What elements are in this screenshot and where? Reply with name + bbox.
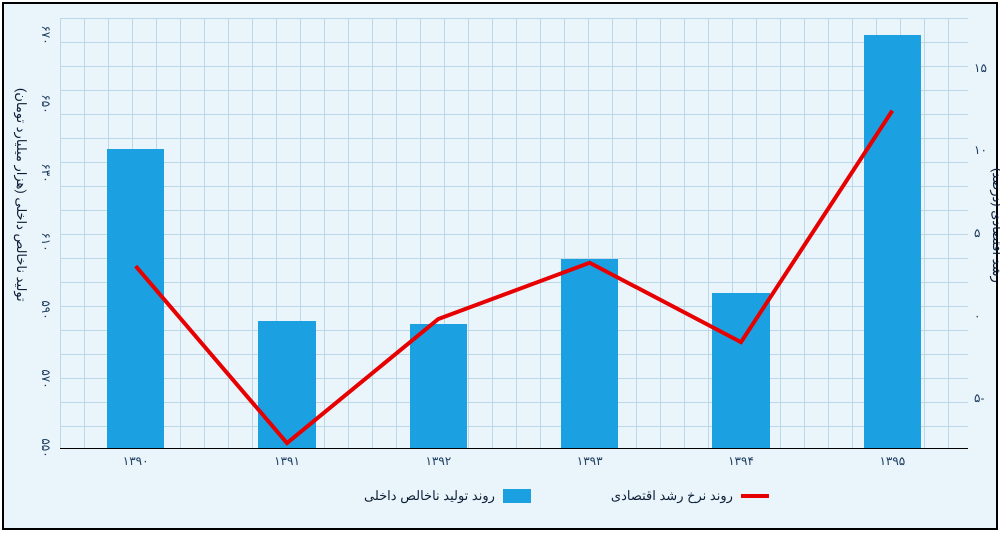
y-right-tick: ۵ [974,226,980,240]
x-tick-label: ۱۳۹۱ [274,454,300,468]
y-left-tick: ۶۱۰ [39,232,53,251]
y-left-tick: ۵۵۰ [39,438,53,457]
legend-item-line: روند نرخ رشد اقتصادی [611,488,769,504]
bar-swatch-icon [503,489,531,503]
legend-line-label: روند نرخ رشد اقتصادی [611,488,733,504]
growth-line [60,18,968,448]
legend-bars-label: روند تولید ناخالص داخلی [364,488,495,504]
x-tick-label: ۱۳۹۳ [577,454,603,468]
y-left-tick: ۶۷۰ [39,26,53,45]
y-axis-right-label: رشد اقتصادی (درصد) [990,168,1000,283]
legend-item-bars: روند تولید ناخالص داخلی [364,488,531,504]
y-left-tick: ۵۷۰ [39,370,53,389]
y-right-tick: ۰ [974,309,980,323]
x-tick-label: ۱۳۹۲ [425,454,451,468]
chart-frame: تولید ناخالص داخلی (هزار میلیارد تومان) … [2,2,998,530]
x-tick-label: ۱۳۹۵ [879,454,905,468]
line-swatch-icon [741,494,769,498]
y-right-tick: ۱۵ [974,61,987,75]
legend: روند تولید ناخالص داخلی روند نرخ رشد اقت… [364,488,769,504]
y-left-tick: ۶۳۰ [39,163,53,182]
y-right-tick: ۵- [974,391,984,405]
x-tick-label: ۱۳۹۴ [728,454,754,468]
y-left-tick: ۵۹۰ [39,301,53,320]
x-tick-label: ۱۳۹۰ [123,454,149,468]
y-axis-left-label: تولید ناخالص داخلی (هزار میلیارد تومان) [14,88,29,302]
y-right-tick: ۱۰ [974,143,987,157]
y-left-tick: ۶۵۰ [39,94,53,113]
plot-area [60,18,968,448]
